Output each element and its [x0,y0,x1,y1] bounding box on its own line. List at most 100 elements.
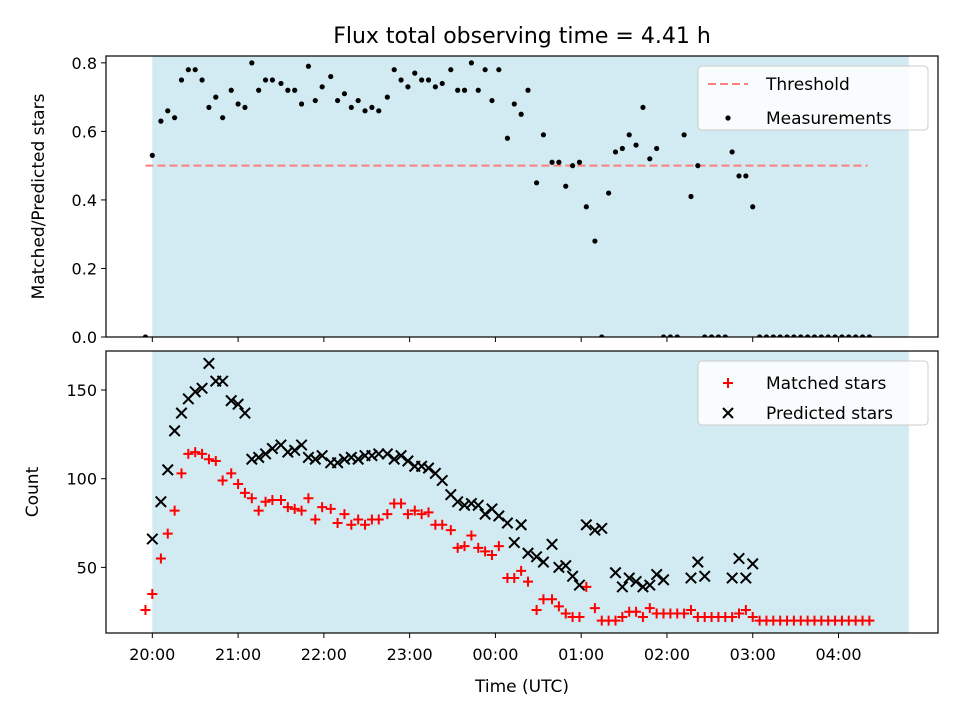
measurement-point [432,84,438,90]
measurement-point [262,77,269,83]
matched-stars-point [217,475,228,486]
measurement-point [269,77,275,83]
y-tick-label: 0.0 [72,328,97,347]
plot-area [140,357,875,626]
predicted-stars-point [266,442,279,455]
measurement-point [702,334,708,337]
measurement-point [285,87,291,93]
matched-stars-point [282,502,293,513]
matched-stars-point [267,494,278,505]
predicted-stars-point [630,575,642,588]
measurement-point [533,180,540,186]
measurement-point [695,163,701,169]
matched-stars-point [727,612,738,623]
axes-frame [105,350,939,634]
predicted-stars-point [588,524,601,537]
y-tick-label: 150 [66,381,97,400]
measurement-point [563,183,569,189]
series-plus [140,447,875,626]
measurement-point [846,334,852,337]
measurement-point [777,334,783,337]
matched-stars-point [452,542,463,553]
measurement-point [839,334,845,337]
measurement-point [165,108,171,114]
y-tick-label: 0.4 [72,191,97,210]
predicted-stars-point [239,407,251,419]
measurement-point [660,334,667,337]
measurement-point [736,173,742,179]
predicted-stars-point [698,570,711,583]
predicted-stars-point [259,447,272,460]
measurement-point [249,60,255,66]
measurement-point [419,77,425,83]
matched-stars-point [631,606,642,617]
measurement-point [784,334,790,337]
predicted-stars-point [691,556,704,568]
measurement-point [405,84,411,90]
legend-label: Threshold [765,75,850,95]
predicted-stars-point [573,579,586,592]
predicted-stars-point [515,518,528,531]
predicted-stars-point [381,447,394,460]
measurement-point [206,104,212,111]
matched-stars-point [346,519,357,530]
predicted-stars-point [492,510,505,522]
matched-stars-point [183,448,194,459]
measurement-point [511,101,517,107]
measurement-point [805,334,811,337]
matched-stars-point [239,487,250,498]
predicted-stars-point [451,495,464,508]
matched-stars-point [353,514,364,525]
measurement-point [647,156,653,162]
matched-stars-point [523,576,534,587]
predicted-stars-point [388,453,401,466]
predicted-stars-point [508,536,521,549]
predicted-stars-point [746,557,759,570]
matched-stars-point [253,505,264,516]
legend-label: Predicted stars [766,404,893,424]
legend: Threshold Measurements [697,65,929,131]
measurement-point [540,132,547,138]
measurement-point [149,152,155,158]
measurement-point [376,108,382,114]
predicted-stars-point [458,499,471,512]
measurement-point [556,159,562,165]
matched-stars-point [679,608,690,619]
measurement-point [482,67,488,73]
measurement-point [832,334,838,337]
measurement-point [448,67,454,73]
predicted-stars-point [559,559,572,572]
measurement-point [654,145,660,152]
matched-stars-point [480,546,491,557]
measurement-point [743,173,749,179]
legend: Matched stars Predicted stars [697,360,929,426]
measurement-point [398,77,404,83]
measurement-point [256,87,262,93]
predicted-stars-point [546,538,558,551]
x-tick-label: 21:00 [215,645,261,664]
predicted-stars-point [316,449,329,462]
matched-stars-point [140,604,151,615]
measurement-point [439,80,445,87]
predicted-stars-point [146,533,159,545]
matched-stars-point [203,454,214,465]
measurement-point [599,334,605,337]
x-tick-label: 01:00 [558,645,604,664]
y-tick-label: 100 [66,470,97,489]
measurement-point [455,87,461,93]
predicted-stars-point [216,375,229,388]
x-tick-label: 02:00 [644,645,690,664]
measurement-point [298,101,305,107]
matched-stars-point [339,509,350,520]
measurement-point [715,334,722,337]
predicted-stars-point [302,451,315,464]
measurement-point [853,334,859,337]
predicted-stars-point [295,439,308,451]
matched-stars-point [226,468,237,479]
predicted-stars-point [739,572,752,584]
measurement-point [688,193,694,200]
measurement-point [391,67,397,73]
measurement-point [791,334,797,337]
matched-stars-point [516,565,527,576]
matched-stars-point [740,604,751,615]
